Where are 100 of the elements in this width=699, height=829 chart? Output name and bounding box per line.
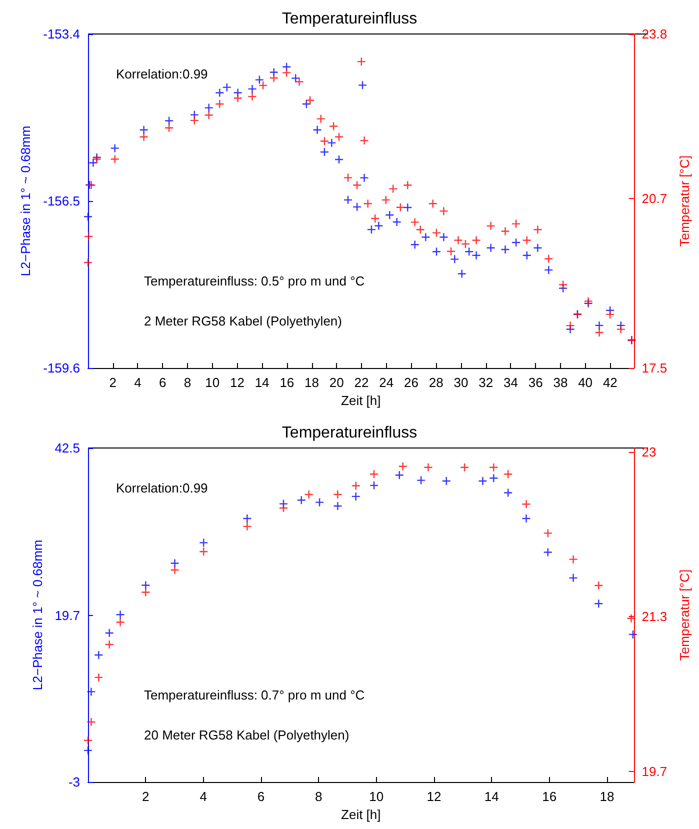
x-tick-label: 22 bbox=[354, 375, 369, 390]
point bbox=[352, 202, 362, 212]
point bbox=[374, 221, 384, 230]
point bbox=[116, 618, 125, 627]
point bbox=[605, 310, 615, 320]
y-axis-title: L2−Phase in 1° ~ 0.68mm bbox=[18, 126, 34, 276]
point bbox=[190, 116, 200, 126]
point bbox=[248, 92, 257, 102]
point bbox=[594, 320, 604, 330]
x-axis-title: Zeit [h] bbox=[341, 806, 381, 822]
point bbox=[568, 573, 578, 583]
point bbox=[410, 218, 420, 227]
point bbox=[116, 610, 125, 620]
point bbox=[204, 110, 214, 120]
point bbox=[88, 158, 98, 168]
point bbox=[84, 232, 94, 242]
x-tick-label: 8 bbox=[315, 789, 322, 804]
point bbox=[442, 476, 451, 486]
point bbox=[139, 125, 148, 134]
point bbox=[314, 498, 324, 507]
x-tick-label: 10 bbox=[205, 375, 220, 390]
y-tick-label: -153.4 bbox=[43, 26, 80, 42]
point bbox=[269, 68, 278, 77]
point bbox=[164, 116, 174, 126]
point bbox=[305, 96, 315, 105]
x-tick-label: 36 bbox=[528, 375, 543, 390]
annotation: 20 Meter RG58 Kabel (Polyethylen) bbox=[144, 728, 350, 743]
y-tick-label: 42.5 bbox=[54, 440, 80, 456]
x-tick-label: 38 bbox=[553, 375, 568, 390]
point bbox=[628, 630, 638, 640]
point bbox=[164, 123, 174, 132]
x-tick-label: 6 bbox=[257, 789, 265, 804]
x-tick-label: 34 bbox=[503, 375, 518, 390]
x-tick-label: 8 bbox=[184, 375, 192, 390]
point bbox=[403, 180, 412, 190]
point bbox=[86, 687, 96, 696]
point bbox=[242, 522, 252, 532]
point bbox=[320, 147, 330, 157]
y2-tick-label: 21.3 bbox=[642, 608, 668, 624]
point bbox=[522, 500, 531, 509]
point bbox=[141, 588, 150, 597]
point bbox=[356, 56, 366, 66]
point bbox=[500, 226, 510, 236]
point bbox=[472, 250, 481, 260]
y-tick-label: -159.6 bbox=[43, 360, 80, 376]
x-tick-label: 16 bbox=[542, 789, 557, 804]
y2-tick-label: 17.5 bbox=[642, 360, 668, 376]
x-tick-label: 14 bbox=[254, 375, 270, 390]
point bbox=[328, 122, 338, 131]
point bbox=[594, 328, 604, 338]
point bbox=[170, 565, 180, 575]
point bbox=[489, 462, 498, 472]
point bbox=[566, 320, 575, 330]
point bbox=[258, 80, 268, 90]
annotation: Korrelation:0.99 bbox=[116, 66, 208, 82]
point bbox=[369, 480, 379, 490]
point bbox=[446, 246, 456, 256]
point bbox=[83, 258, 93, 268]
y2-axis-title: Temperatur [°C] bbox=[677, 155, 692, 247]
point bbox=[282, 68, 292, 78]
point bbox=[457, 269, 466, 278]
point bbox=[110, 144, 120, 153]
x-tick-label: 4 bbox=[134, 375, 142, 390]
point bbox=[385, 210, 394, 220]
point bbox=[439, 206, 448, 216]
x-tick-label: 14 bbox=[484, 789, 499, 804]
point bbox=[522, 236, 532, 245]
point bbox=[626, 614, 636, 623]
point bbox=[486, 243, 496, 252]
point bbox=[83, 212, 93, 222]
point bbox=[170, 558, 180, 568]
point bbox=[222, 82, 232, 92]
x-tick-label: 28 bbox=[428, 375, 444, 390]
point bbox=[478, 476, 488, 486]
point bbox=[543, 548, 552, 557]
point bbox=[333, 501, 342, 511]
point bbox=[333, 490, 342, 500]
point bbox=[304, 490, 314, 500]
point bbox=[428, 199, 438, 208]
point bbox=[351, 481, 360, 490]
x-tick-label: 24 bbox=[379, 375, 394, 390]
point bbox=[403, 202, 412, 212]
x-tick-label: 10 bbox=[369, 789, 384, 804]
point bbox=[454, 236, 463, 245]
point bbox=[416, 476, 426, 485]
point bbox=[489, 473, 498, 483]
point bbox=[233, 94, 242, 103]
point bbox=[316, 114, 326, 124]
point bbox=[396, 202, 406, 212]
point bbox=[360, 173, 369, 182]
point bbox=[269, 73, 278, 83]
x-tick-label: 32 bbox=[478, 375, 494, 390]
point bbox=[594, 580, 604, 590]
point bbox=[369, 470, 379, 479]
chart-title: Temperatureinfluss bbox=[282, 10, 418, 28]
x-tick-label: 2 bbox=[142, 789, 150, 804]
point bbox=[370, 214, 380, 224]
annotation: Temperatureinfluss: 0.5° pro m und °C bbox=[144, 273, 365, 288]
point bbox=[139, 132, 148, 142]
annotation: 2 Meter RG58 Kabel (Polyethylen) bbox=[144, 314, 342, 329]
